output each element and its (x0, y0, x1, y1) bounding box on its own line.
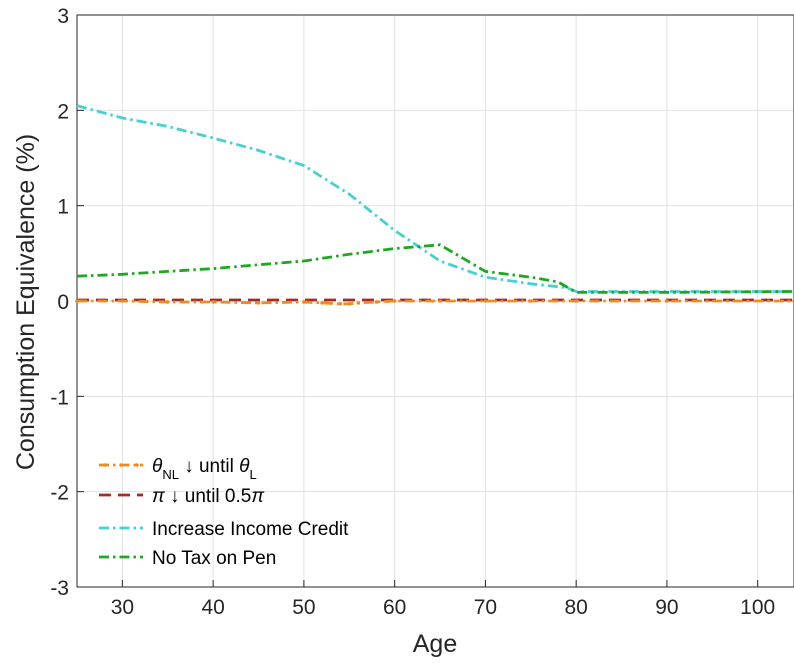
x-axis-label: Age (413, 630, 457, 658)
x-tick-label: 60 (383, 596, 406, 619)
series-point-0 (574, 299, 578, 303)
y-tick-label: -2 (50, 482, 69, 505)
legend: θNL ↓ until θL π ↓ until 0.5π Increase I… (99, 456, 349, 569)
series-point-0 (211, 300, 215, 304)
series-line-3 (76, 243, 794, 294)
series-line-2 (76, 104, 794, 293)
y-axis-label: Consumption Equivalence (%) (12, 134, 40, 470)
series-point-0 (256, 301, 261, 305)
series-point-0 (165, 300, 170, 304)
series-point-0 (120, 299, 125, 303)
y-tick-label: -1 (50, 386, 69, 409)
series-point-0 (320, 301, 324, 305)
legend-marker-0 (119, 463, 123, 467)
series-point-0 (302, 300, 306, 304)
data-series (75, 104, 794, 306)
x-tick-label: 70 (474, 596, 497, 619)
legend-marker-0 (135, 463, 139, 467)
series-point-0 (347, 302, 352, 306)
y-tick-label: 0 (57, 291, 69, 314)
legend-label-pi: π ↓ until 0.5π (152, 486, 265, 507)
series-point-0 (438, 299, 442, 303)
x-tick-label: 80 (564, 596, 587, 619)
series-point-0 (392, 299, 397, 303)
series-line-0 (77, 299, 794, 306)
y-tick-label: -3 (50, 577, 69, 600)
series-point-0 (338, 302, 343, 306)
legend-swatches (99, 463, 143, 559)
x-tick-label: 40 (201, 596, 224, 619)
legend-marker-0 (103, 463, 107, 467)
x-tick-label: 100 (740, 596, 775, 619)
y-tick-label: 3 (57, 5, 69, 28)
x-tick-label: 90 (655, 596, 678, 619)
series-point-0 (483, 299, 488, 303)
y-tick-label: 2 (57, 100, 69, 123)
legend-label-theta: θNL ↓ until θL (152, 456, 257, 482)
x-tick-label: 30 (111, 596, 134, 619)
x-axis-ticks: 30 40 50 60 70 80 90 100 (111, 580, 775, 619)
series-point-0 (356, 301, 361, 305)
series-point-0 (374, 300, 379, 304)
series-point-0 (75, 299, 79, 303)
series-point-0 (528, 299, 533, 303)
series-point-0 (665, 299, 669, 303)
y-axis-ticks: -3 -2 -1 0 1 2 3 (50, 5, 84, 600)
legend-label-no-tax-pen: No Tax on Pen (152, 548, 276, 569)
legend-label-income-credit: Increase Income Credit (152, 519, 349, 540)
y-tick-label: 1 (57, 196, 69, 219)
x-tick-label: 50 (292, 596, 315, 619)
